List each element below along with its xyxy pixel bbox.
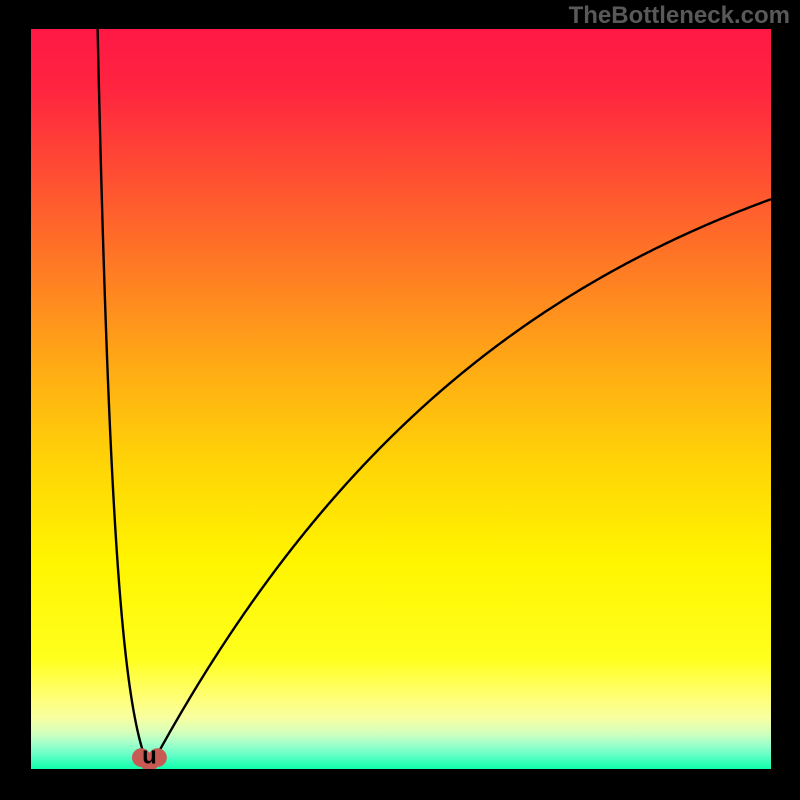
chart-container: TheBottleneck.com u [0,0,800,800]
watermark-text: TheBottleneck.com [569,2,790,30]
marker-label: u [142,743,157,769]
gradient-background [31,29,771,769]
bottleneck-chart: u [31,29,771,769]
